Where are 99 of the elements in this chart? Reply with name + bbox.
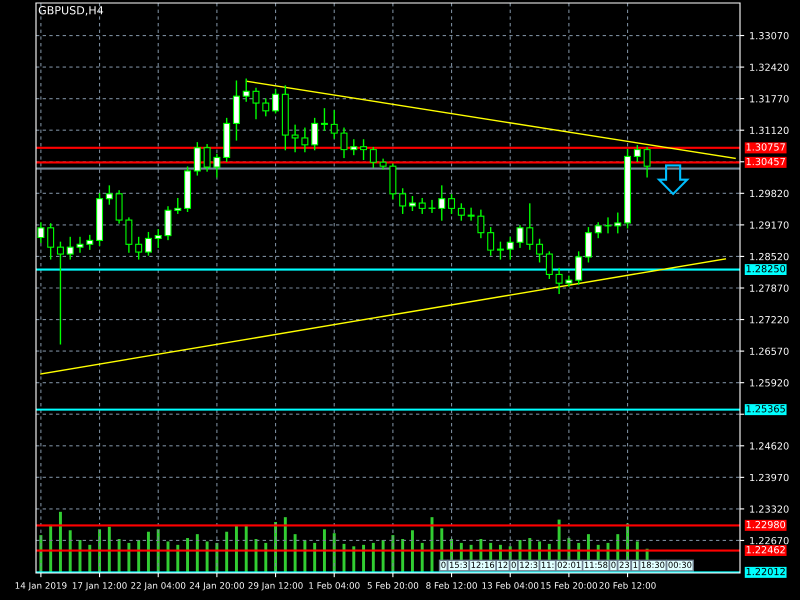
annotation: 12:16 xyxy=(472,562,494,568)
ref-line-label: 1.30457 xyxy=(746,158,785,166)
x-tick-label: 22 Jan 04:00 xyxy=(131,582,186,590)
candlestick xyxy=(301,128,308,152)
annotation: 18:30 xyxy=(642,562,664,568)
candlestick xyxy=(311,118,318,150)
x-tick-label: 13 Feb 04:00 xyxy=(482,582,538,589)
y-tick-label: 1.25920 xyxy=(750,379,789,387)
candlestick xyxy=(526,203,534,250)
candlestick xyxy=(634,145,641,162)
candlestick xyxy=(438,185,446,221)
ref-line-label: 1.30757 xyxy=(746,143,785,151)
annotation: 11: xyxy=(542,562,554,568)
ref-line-label: 1.22012 xyxy=(746,568,785,576)
y-tick-label: 1.32420 xyxy=(750,64,789,71)
candlestick xyxy=(536,238,544,262)
candlestick xyxy=(66,236,74,260)
candlestick xyxy=(546,251,553,279)
y-tick-label: 1.23970 xyxy=(750,474,789,482)
candlestick xyxy=(330,110,338,139)
candlestick xyxy=(360,139,368,160)
candlestick xyxy=(47,223,54,260)
candlestick xyxy=(556,268,563,294)
candlestick xyxy=(516,225,524,248)
ref-line-label: 1.22462 xyxy=(746,546,785,554)
annotation: 02:01 xyxy=(558,562,580,568)
y-tick-label: 1.28520 xyxy=(750,252,789,260)
candlestick xyxy=(468,208,475,221)
annotation: 15:3 xyxy=(450,562,468,568)
candlestick xyxy=(496,242,504,260)
candlestick xyxy=(56,242,64,345)
y-tick-label: 1.27220 xyxy=(750,316,789,324)
annotation: 0 xyxy=(611,562,616,568)
x-tick-label: 17 Jan 12:00 xyxy=(72,582,127,590)
y-tick-label: 1.24620 xyxy=(750,442,789,450)
candlestick xyxy=(477,210,484,238)
annotation: 0 xyxy=(441,562,446,568)
candlestick xyxy=(350,139,358,156)
candlestick xyxy=(428,200,436,213)
candlestick xyxy=(408,196,416,212)
candlestick xyxy=(213,154,220,178)
y-tick-label: 1.23320 xyxy=(750,505,789,513)
candlestick xyxy=(418,198,426,214)
candlestick xyxy=(644,146,651,178)
annotation: 23 xyxy=(620,562,629,568)
x-tick-label: 20 Feb 12:00 xyxy=(599,582,656,589)
candlestick xyxy=(204,144,211,172)
ref-line-label: 1.22980 xyxy=(746,520,786,528)
annotation: 12 xyxy=(498,562,508,568)
x-tick-label: 5 Feb 20:00 xyxy=(368,582,418,589)
annotation: 1 xyxy=(634,562,638,568)
candlestick xyxy=(487,227,494,256)
candlestick xyxy=(506,236,514,260)
candlestick xyxy=(86,234,94,250)
y-tick-label: 1.29170 xyxy=(750,221,789,229)
candlestick xyxy=(272,88,280,114)
annotation: 00:30 xyxy=(668,562,692,568)
y-tick-label: 1.29820 xyxy=(750,190,789,198)
candlestick xyxy=(458,203,465,221)
x-tick-label: 8 Feb 12:00 xyxy=(426,582,477,589)
x-tick-label: 1 Feb 04:00 xyxy=(309,582,360,589)
candlestick xyxy=(144,232,152,256)
y-tick-label: 1.27870 xyxy=(750,284,789,292)
candlestick xyxy=(380,158,387,170)
y-tick-label: 1.33070 xyxy=(750,32,789,40)
candlestick xyxy=(154,229,162,248)
candlestick xyxy=(76,236,84,253)
candlestick xyxy=(565,276,572,287)
x-tick-label: 15 Feb 20:00 xyxy=(541,582,598,589)
candlestick xyxy=(614,212,622,234)
y-tick-label: 1.31120 xyxy=(750,126,789,134)
y-tick-label: 1.22670 xyxy=(750,536,789,544)
candlestick xyxy=(106,185,113,205)
y-tick-label: 1.31770 xyxy=(750,95,789,102)
candlestick xyxy=(292,124,299,152)
candlestick xyxy=(262,98,270,116)
candlestick xyxy=(399,188,406,214)
x-tick-label: 29 Jan 12:00 xyxy=(248,582,303,590)
annotation: 12:3 xyxy=(520,562,538,568)
candlestick xyxy=(604,217,612,234)
candlestick xyxy=(174,198,182,214)
candlestick xyxy=(252,88,260,120)
candlestick xyxy=(242,78,250,102)
chart-title: GBPUSD,H4 xyxy=(38,6,104,16)
annotation: 11:58 xyxy=(584,562,608,568)
y-tick-label: 1.26570 xyxy=(750,348,789,355)
x-tick-label: 14 Jan 2019 xyxy=(16,582,66,590)
x-tick-label: 24 Jan 20:00 xyxy=(190,582,244,590)
candlestick xyxy=(194,142,201,176)
candlestick xyxy=(340,128,348,158)
candlestick xyxy=(594,222,602,238)
candlestick xyxy=(448,194,456,214)
candlestick xyxy=(135,236,142,260)
ref-line-label: 1.25365 xyxy=(746,405,785,412)
candlestick xyxy=(370,146,377,168)
candlestick xyxy=(320,108,328,131)
candlestick xyxy=(575,251,582,285)
ref-line-label: 1.28250 xyxy=(746,265,786,272)
annotation: 0 xyxy=(512,562,516,568)
